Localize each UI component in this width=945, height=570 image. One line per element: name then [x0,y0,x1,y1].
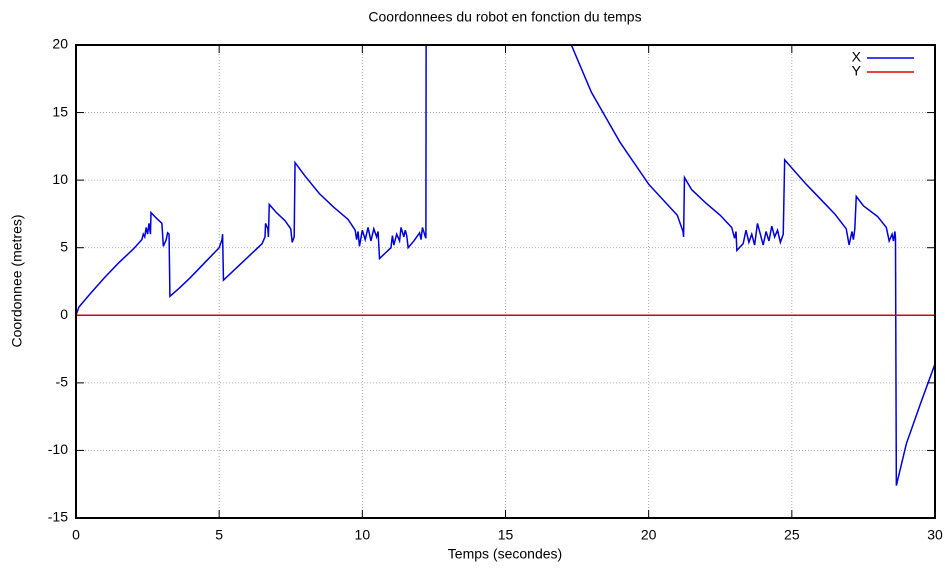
x-axis-label: Temps (secondes) [448,546,562,562]
legend-label: X [852,49,862,65]
y-tick-label: 20 [52,36,68,52]
y-tick-label: 10 [52,171,68,187]
x-tick-label: 20 [641,527,657,543]
legend: XY [852,49,914,79]
plot-frame [75,44,936,519]
x-tick-label: 5 [215,527,223,543]
y-tick-label: 5 [60,238,68,254]
series-line [76,45,935,486]
y-axis-label: Coordonnee (metres) [9,214,25,347]
legend-label: Y [852,63,862,79]
y-tick-label: -5 [56,374,69,390]
x-tick-label: 0 [72,527,80,543]
y-tick-label: -15 [48,509,68,525]
grid [75,44,936,519]
plot-area [76,45,935,486]
x-tick-label: 15 [498,527,514,543]
x-tick-label: 30 [927,527,943,543]
x-tick-label: 25 [784,527,800,543]
x-tick-label: 10 [355,527,371,543]
y-tick-label: 0 [60,306,68,322]
y-tick-label: 15 [52,103,68,119]
y-tick-label: -10 [48,441,68,457]
chart-title: Coordonnees du robot en fonction du temp… [368,9,641,25]
